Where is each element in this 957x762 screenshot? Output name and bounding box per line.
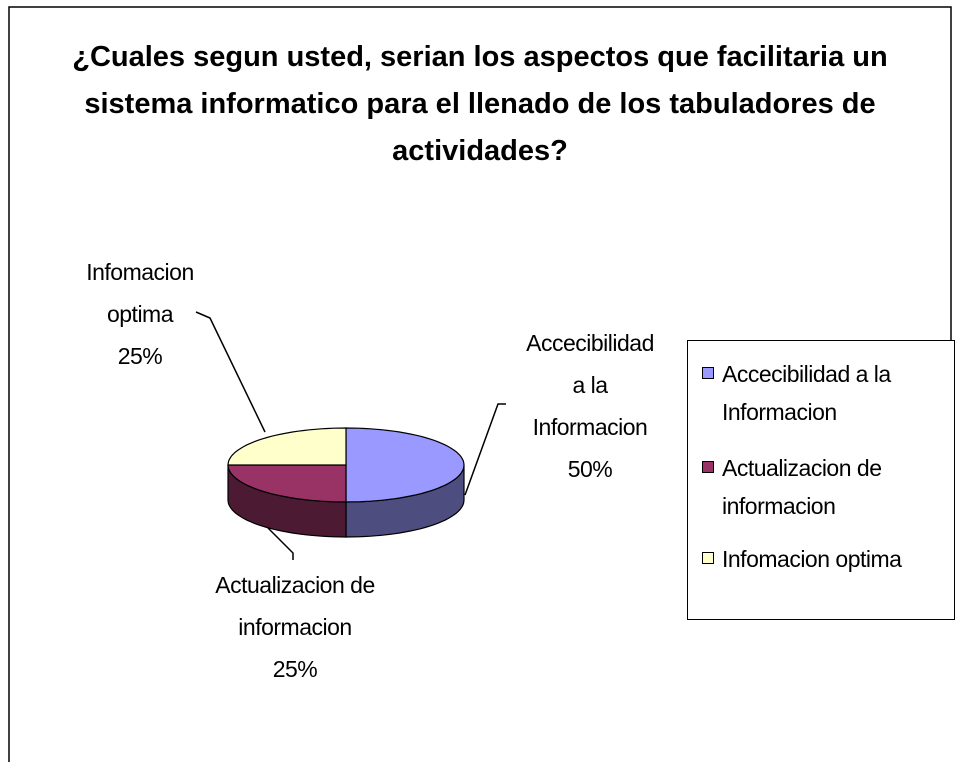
data-label-category: Infomacion optima bbox=[86, 259, 194, 327]
pie-slice bbox=[345, 427, 465, 503]
legend-item: Infomacion optima bbox=[702, 540, 952, 578]
data-label-value: 25% bbox=[272, 656, 318, 682]
data-label-category: Actualizacion de informacion bbox=[215, 572, 375, 640]
chart-title: ¿Cuales segun usted, serian los aspectos… bbox=[72, 41, 888, 167]
legend-item: Actualizacion de informacion bbox=[702, 449, 952, 525]
data-label-value: 50% bbox=[567, 456, 613, 482]
leader-line bbox=[464, 403, 506, 496]
legend: Accecibilidad a la Informacion Actualizac… bbox=[687, 340, 955, 620]
legend-label: Accecibilidad a la Informacion bbox=[722, 361, 891, 425]
legend-swatch bbox=[702, 367, 714, 379]
pie-slice bbox=[227, 427, 347, 466]
chart-border bbox=[8, 6, 952, 762]
pie bbox=[227, 427, 465, 538]
leader-line bbox=[267, 527, 294, 560]
data-label-category: Accecibilidad a la Informacion bbox=[526, 330, 654, 440]
legend-label: Infomacion optima bbox=[722, 546, 902, 572]
legend-item: Accecibilidad a la Informacion bbox=[702, 355, 952, 431]
legend-swatch bbox=[702, 461, 714, 473]
data-label: Actualizacion de informacion 25% bbox=[200, 564, 390, 690]
legend-label: Actualizacion de informacion bbox=[722, 455, 882, 519]
pie-slice bbox=[227, 464, 347, 503]
leader-line bbox=[195, 311, 266, 433]
data-label: Infomacion optima 25% bbox=[70, 251, 210, 377]
data-label-value: 25% bbox=[117, 343, 163, 369]
data-label: Accecibilidad a la Informacion 50% bbox=[520, 322, 660, 490]
legend-swatch bbox=[702, 552, 714, 564]
